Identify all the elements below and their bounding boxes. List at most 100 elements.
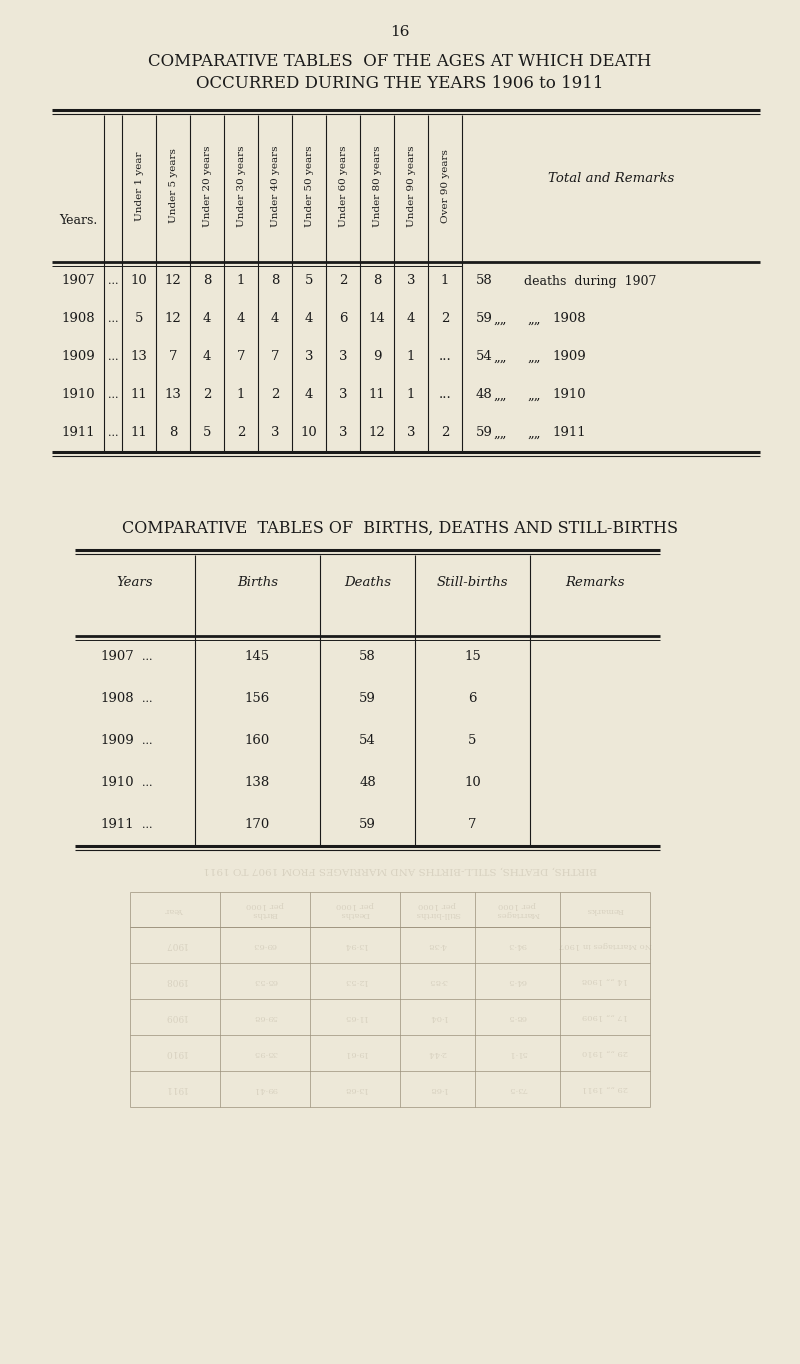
Text: 11: 11 (369, 389, 386, 401)
Text: „„: „„ (527, 389, 541, 401)
Text: „„: „„ (527, 427, 541, 439)
Text: 4: 4 (237, 312, 245, 326)
Text: 1911: 1911 (61, 427, 95, 439)
Text: 3: 3 (338, 427, 347, 439)
Text: 69·63: 69·63 (253, 941, 277, 949)
Text: 8: 8 (271, 274, 279, 288)
Text: 54: 54 (476, 351, 492, 363)
Text: 1: 1 (237, 389, 245, 401)
Text: Over 90 years: Over 90 years (441, 149, 450, 222)
Text: 2·44: 2·44 (428, 1049, 447, 1057)
Text: 1: 1 (441, 274, 449, 288)
Text: 35·95: 35·95 (253, 1049, 277, 1057)
Text: „„: „„ (494, 351, 506, 363)
Text: 1908: 1908 (61, 312, 95, 326)
Text: 1910: 1910 (552, 389, 586, 401)
Text: ...: ... (142, 820, 152, 831)
Text: ...: ... (142, 777, 152, 788)
Text: 1910: 1910 (61, 389, 95, 401)
Text: 59: 59 (359, 818, 376, 832)
Text: 2: 2 (271, 389, 279, 401)
Text: 4: 4 (271, 312, 279, 326)
Text: Under 60 years: Under 60 years (338, 145, 347, 226)
Text: 94·3: 94·3 (508, 941, 527, 949)
Text: ...: ... (108, 428, 118, 438)
Text: 29 „„ 1911: 29 „„ 1911 (582, 1084, 628, 1093)
Text: 9: 9 (373, 351, 382, 363)
Text: ...: ... (438, 389, 451, 401)
Text: 19·61: 19·61 (343, 1049, 367, 1057)
Text: 1909: 1909 (100, 734, 134, 747)
Text: 58: 58 (359, 651, 376, 663)
Text: 3: 3 (406, 427, 415, 439)
Text: 58: 58 (476, 274, 492, 288)
Text: Still-births: Still-births (437, 577, 508, 589)
Text: 1907: 1907 (61, 274, 95, 288)
Text: Remarks: Remarks (566, 577, 625, 589)
Text: 5: 5 (468, 734, 477, 747)
Text: 10: 10 (464, 776, 481, 790)
Text: 2: 2 (441, 312, 449, 326)
Text: 48: 48 (359, 776, 376, 790)
Text: Years: Years (117, 577, 154, 589)
Text: 8: 8 (203, 274, 211, 288)
Text: Remarks: Remarks (586, 906, 624, 914)
Text: BIRTHS, DEATHS, STILL-BIRTHS AND MARRIAGES FROM 1907 TO 1911: BIRTHS, DEATHS, STILL-BIRTHS AND MARRIAG… (203, 866, 597, 874)
Text: Marriages
per 1000: Marriages per 1000 (496, 900, 539, 918)
Text: 156: 156 (245, 693, 270, 705)
Text: ...: ... (142, 652, 152, 662)
Text: Under 80 years: Under 80 years (373, 145, 382, 226)
Text: 160: 160 (245, 734, 270, 747)
Text: ...: ... (108, 314, 118, 325)
Text: 6: 6 (468, 693, 477, 705)
Text: 14: 14 (369, 312, 386, 326)
Text: COMPARATIVE  TABLES OF  BIRTHS, DEATHS AND STILL-BIRTHS: COMPARATIVE TABLES OF BIRTHS, DEATHS AND… (122, 520, 678, 536)
Text: Deaths: Deaths (344, 577, 391, 589)
Text: 8: 8 (373, 274, 381, 288)
Text: „„: „„ (527, 351, 541, 363)
Text: 4: 4 (305, 312, 313, 326)
Text: ...: ... (142, 737, 152, 746)
Text: 11: 11 (130, 427, 147, 439)
Text: „„: „„ (494, 427, 506, 439)
Text: Under 20 years: Under 20 years (202, 145, 211, 226)
Text: Under 5 years: Under 5 years (169, 149, 178, 224)
Text: 1·04: 1·04 (428, 1013, 447, 1022)
Text: 1: 1 (407, 389, 415, 401)
Text: 7: 7 (237, 351, 246, 363)
Text: Under 50 years: Under 50 years (305, 145, 314, 226)
Text: 15: 15 (464, 651, 481, 663)
Text: „„: „„ (494, 389, 506, 401)
Text: 1911: 1911 (552, 427, 586, 439)
Text: „„: „„ (494, 312, 506, 326)
Text: 1: 1 (407, 351, 415, 363)
Text: 48: 48 (476, 389, 492, 401)
Text: 3: 3 (305, 351, 314, 363)
Text: 4: 4 (305, 389, 313, 401)
Text: 1909: 1909 (552, 351, 586, 363)
Text: „„: „„ (527, 312, 541, 326)
Text: Year: Year (166, 906, 184, 914)
Text: 12·53: 12·53 (343, 977, 367, 985)
Text: 1909: 1909 (61, 351, 95, 363)
Text: Still-births
per 1000: Still-births per 1000 (415, 900, 460, 918)
Text: 10: 10 (130, 274, 147, 288)
Text: 17 „„ 1909: 17 „„ 1909 (582, 1013, 628, 1022)
Text: Under 1 year: Under 1 year (134, 151, 143, 221)
Text: 59·68: 59·68 (253, 1013, 277, 1022)
Text: Under 40 years: Under 40 years (270, 145, 279, 226)
Text: 1908: 1908 (552, 312, 586, 326)
Text: 1910: 1910 (100, 776, 134, 790)
Text: Under 90 years: Under 90 years (406, 145, 415, 226)
Text: Births: Births (237, 577, 278, 589)
Text: 59: 59 (475, 427, 493, 439)
Text: 3: 3 (406, 274, 415, 288)
Text: 29 „„ 1910: 29 „„ 1910 (582, 1049, 628, 1057)
Text: 13·68: 13·68 (343, 1084, 367, 1093)
Text: 1911: 1911 (100, 818, 134, 832)
Text: ...: ... (108, 352, 118, 361)
Text: 51·1: 51·1 (508, 1049, 527, 1057)
Text: 12: 12 (165, 312, 182, 326)
Text: ...: ... (438, 351, 451, 363)
Text: 1: 1 (237, 274, 245, 288)
